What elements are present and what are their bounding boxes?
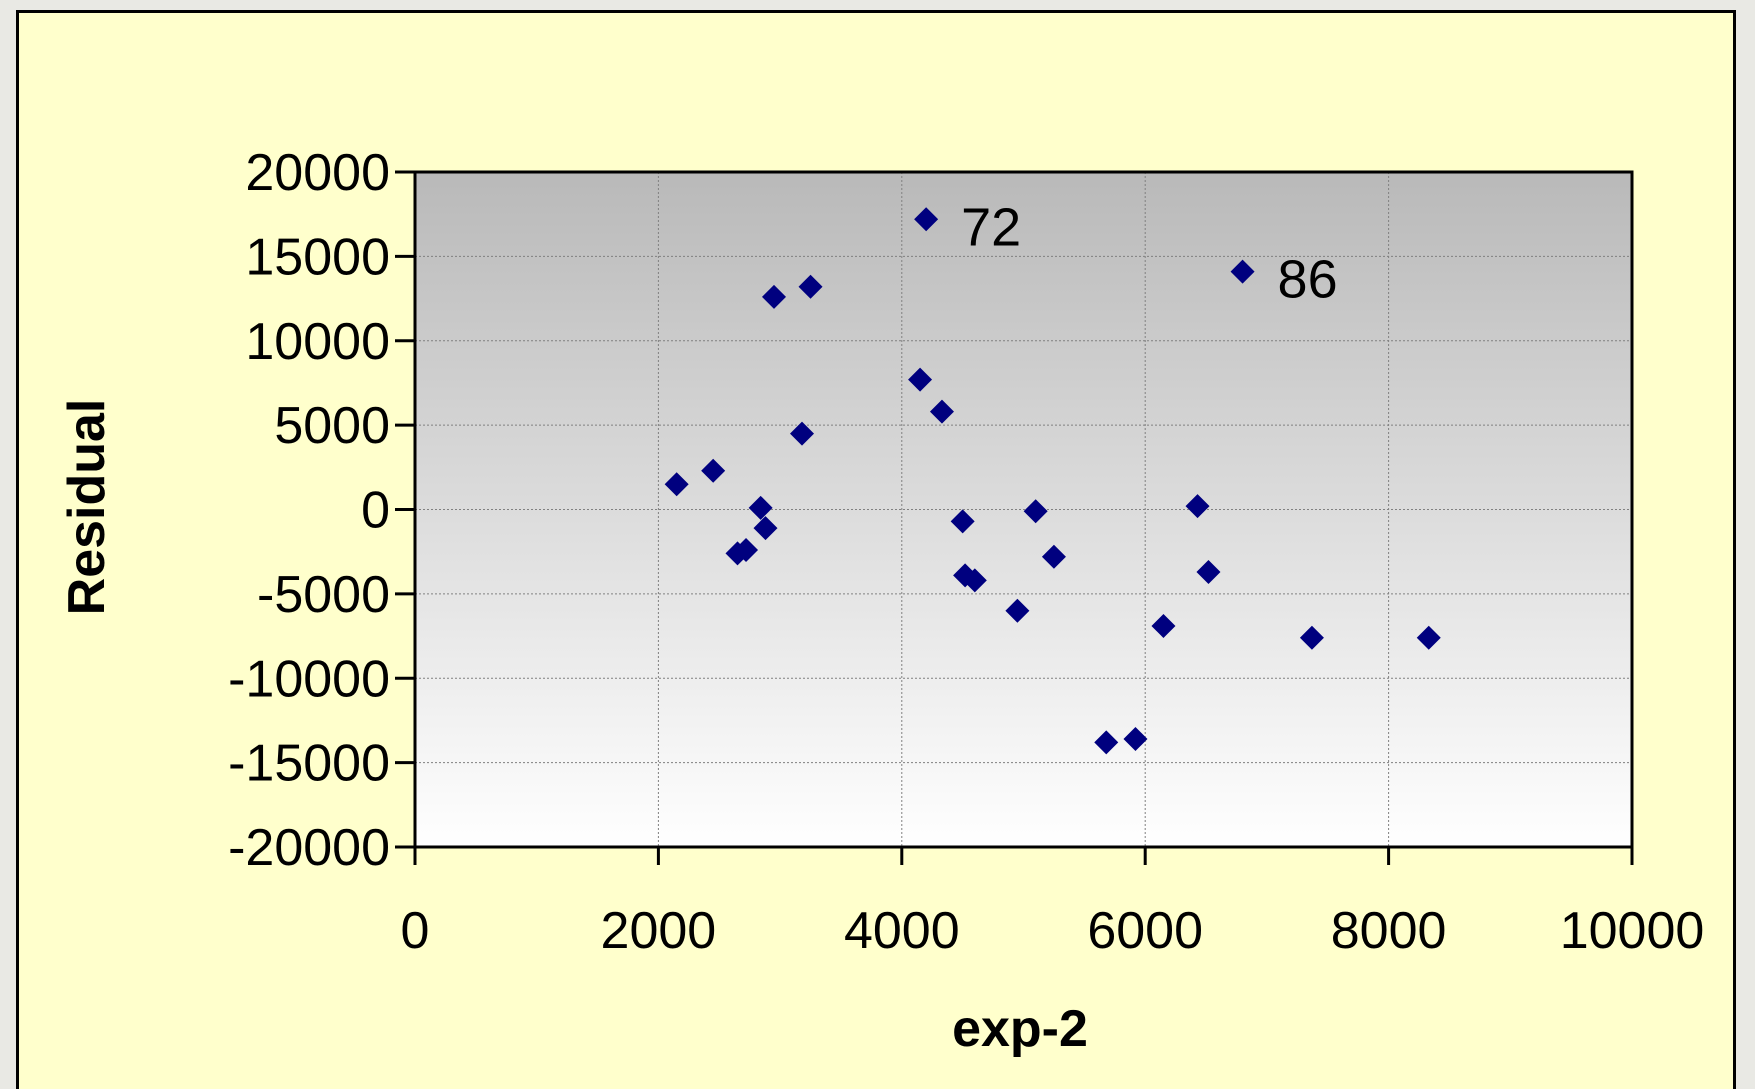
data-points — [664, 207, 1441, 755]
y-axis-title: Residual — [58, 399, 116, 616]
x-tick-label: 2000 — [601, 902, 717, 960]
y-tick-label: -10000 — [228, 650, 390, 708]
data-point — [762, 284, 787, 309]
y-tick-label: 15000 — [245, 228, 390, 286]
data-point — [664, 472, 689, 497]
data-point — [914, 207, 939, 232]
point-label: 72 — [961, 197, 1021, 257]
x-axis-title: exp-2 — [952, 1000, 1088, 1058]
x-tick-label: 0 — [401, 902, 430, 960]
data-point — [701, 458, 726, 483]
y-tick-label: -5000 — [257, 566, 390, 624]
point-labels: 72 86 — [961, 197, 1337, 309]
data-point — [962, 568, 987, 593]
data-point — [1123, 727, 1148, 751]
data-point — [1094, 730, 1119, 755]
x-tick-label: 8000 — [1331, 902, 1447, 960]
point-label: 86 — [1278, 250, 1338, 310]
data-point — [798, 274, 823, 299]
data-point — [1151, 613, 1176, 638]
y-tick-label: 20000 — [245, 144, 390, 202]
data-point — [908, 367, 933, 392]
y-tick-label: 0 — [361, 482, 390, 540]
data-point — [1041, 544, 1066, 569]
x-tick-label: 10000 — [1560, 902, 1705, 960]
x-tick-label: 6000 — [1087, 902, 1203, 960]
y-tick-label: 5000 — [274, 397, 390, 455]
data-point — [753, 516, 778, 541]
data-point — [734, 538, 759, 562]
data-point — [1416, 625, 1441, 650]
data-point — [1023, 499, 1048, 524]
data-point — [1005, 598, 1030, 623]
x-tick-labels: 0 2000 4000 6000 8000 10000 — [401, 902, 1705, 960]
data-point — [1196, 559, 1221, 584]
data-point — [950, 509, 975, 534]
data-point — [1230, 259, 1255, 284]
y-tick-labels: 20000 15000 10000 5000 0 -5000 -10000 -15000 -20… — [228, 144, 390, 877]
data-point — [790, 421, 815, 446]
axis-ticks — [395, 170, 1634, 865]
y-tick-label: 10000 — [245, 313, 390, 371]
data-point — [1299, 625, 1324, 650]
data-point — [1185, 494, 1210, 519]
data-point — [748, 495, 773, 520]
x-tick-label: 4000 — [844, 902, 960, 960]
y-tick-label: -15000 — [228, 735, 390, 793]
grid-lines — [415, 172, 1632, 847]
y-tick-label: -20000 — [228, 819, 390, 877]
data-point — [929, 399, 954, 424]
